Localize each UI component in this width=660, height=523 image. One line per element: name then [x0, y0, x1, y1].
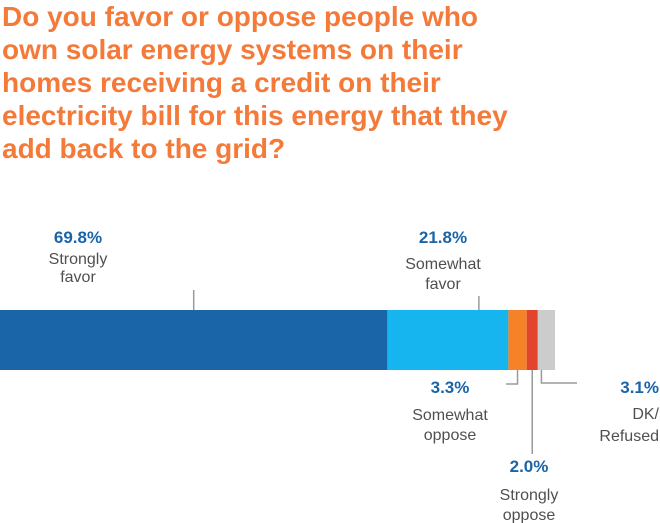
- bar-segment-dk-refused: [537, 310, 555, 370]
- value-label-dk-refused: 3.1%: [620, 378, 659, 397]
- bar-segment-strongly-oppose: [526, 310, 538, 370]
- bar-segment-somewhat-favor: [387, 310, 509, 370]
- category-label-somewhat-oppose-line-1: Somewhat: [412, 407, 488, 424]
- bar-segment-strongly-favor: [0, 310, 388, 370]
- category-label-strongly-oppose-line-1: Strongly: [500, 487, 559, 504]
- value-label-strongly-favor: 69.8%: [54, 228, 102, 247]
- leader-line-dk-refused: [540, 370, 577, 384]
- category-label-somewhat-favor-line-1: Somewhat: [405, 256, 481, 273]
- chart-title: Do you favor or oppose people who own so…: [2, 1, 508, 164]
- category-label-dk-refused-line-1: DK/: [632, 406, 659, 423]
- value-label-somewhat-favor: 21.8%: [419, 228, 467, 247]
- category-label-dk-refused-line-2: Refused: [599, 428, 659, 445]
- category-label-strongly-favor-line-2: favor: [60, 269, 96, 286]
- value-label-strongly-oppose: 2.0%: [510, 457, 549, 476]
- category-label-somewhat-favor-line-2: favor: [425, 276, 461, 293]
- category-label-somewhat-oppose-line-2: oppose: [424, 427, 477, 444]
- bar-segment-somewhat-oppose: [508, 310, 527, 370]
- category-label-strongly-oppose-line-2: oppose: [503, 507, 556, 523]
- value-label-somewhat-oppose: 3.3%: [431, 378, 470, 397]
- category-label-strongly-favor-line-1: Strongly: [49, 251, 108, 268]
- leader-line-somewhat-oppose: [506, 370, 519, 385]
